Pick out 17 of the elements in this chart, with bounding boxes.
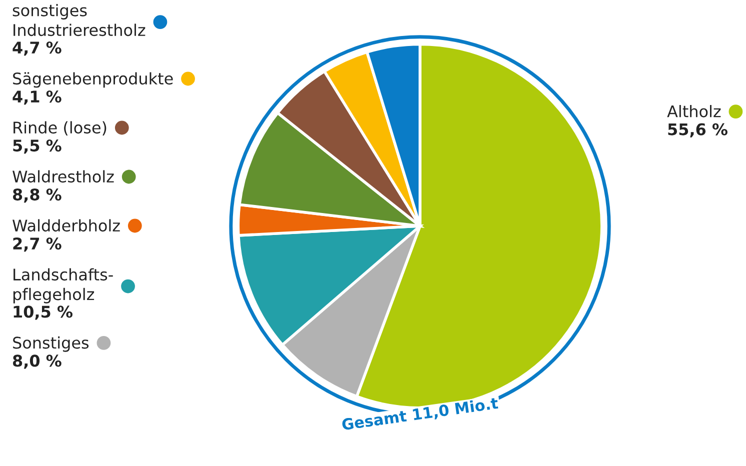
legend-label: Waldderbholz: [12, 219, 120, 232]
legend-label: Waldrestholz: [12, 170, 114, 183]
data-label: 4,7 %: [12, 41, 62, 56]
data-label: 5,5 %: [13, 139, 62, 154]
legend-label: Altholz: [667, 105, 721, 118]
data-label: 10,5 %: [14, 306, 72, 320]
data-label: 4,1 %: [12, 90, 62, 105]
data-label: 2,7 %: [13, 237, 62, 252]
legend-label: Rinde (lose): [14, 121, 106, 136]
data-label: 55,6 %: [668, 123, 728, 138]
legend-label: Landschafts- pflegeholz: [13, 268, 113, 304]
data-label: 8,8 %: [12, 188, 62, 203]
legend-label: sonstiges Industrierestholz: [12, 4, 146, 36]
data-label: 8,0 %: [12, 354, 62, 369]
text: Gesamt 11,0 Mio.t: [342, 396, 499, 432]
legend-label: Sägenebenprodukte: [13, 72, 173, 88]
legend-label: Sonstiges: [13, 336, 89, 352]
